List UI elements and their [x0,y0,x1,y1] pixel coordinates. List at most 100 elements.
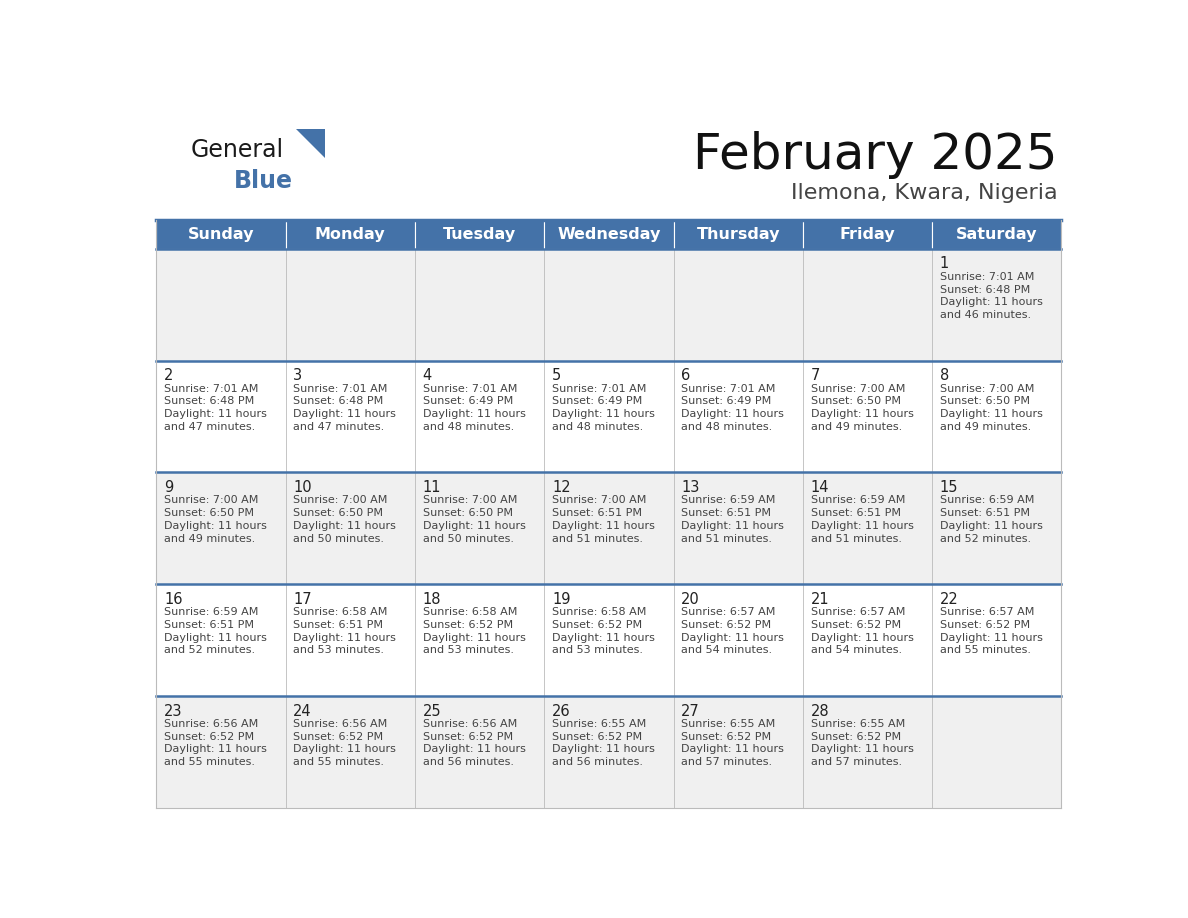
Text: Sunrise: 6:56 AM: Sunrise: 6:56 AM [423,719,517,729]
Text: 16: 16 [164,592,183,607]
Text: Daylight: 11 hours: Daylight: 11 hours [164,744,267,755]
Text: Daylight: 11 hours: Daylight: 11 hours [940,521,1043,531]
Text: Sunrise: 6:58 AM: Sunrise: 6:58 AM [423,608,517,617]
Text: 9: 9 [164,480,173,495]
Text: 10: 10 [293,480,312,495]
Text: and 50 minutes.: and 50 minutes. [423,533,513,543]
Text: and 46 minutes.: and 46 minutes. [940,310,1031,320]
Text: Sunrise: 7:01 AM: Sunrise: 7:01 AM [681,384,776,394]
Bar [157,249,1061,361]
Text: Sunset: 6:52 PM: Sunset: 6:52 PM [552,732,642,742]
Text: General: General [191,139,284,162]
Text: Sunset: 6:50 PM: Sunset: 6:50 PM [164,509,254,518]
Text: Sunrise: 7:01 AM: Sunrise: 7:01 AM [552,384,646,394]
Bar [674,219,803,249]
Text: 2: 2 [164,368,173,383]
Text: and 54 minutes.: and 54 minutes. [810,645,902,655]
Text: and 55 minutes.: and 55 minutes. [293,757,384,767]
Text: Sunset: 6:52 PM: Sunset: 6:52 PM [810,732,901,742]
Bar [544,219,674,249]
Text: and 52 minutes.: and 52 minutes. [940,533,1031,543]
Text: Sunrise: 7:01 AM: Sunrise: 7:01 AM [293,384,387,394]
Text: Sunrise: 6:55 AM: Sunrise: 6:55 AM [810,719,905,729]
Bar [157,584,1061,696]
Text: Daylight: 11 hours: Daylight: 11 hours [940,297,1043,308]
Bar [157,361,1061,473]
Text: 28: 28 [810,704,829,719]
Text: Tuesday: Tuesday [443,227,516,241]
Text: Daylight: 11 hours: Daylight: 11 hours [164,633,267,643]
Text: Sunset: 6:52 PM: Sunset: 6:52 PM [293,732,384,742]
Text: and 50 minutes.: and 50 minutes. [293,533,384,543]
Text: Sunset: 6:52 PM: Sunset: 6:52 PM [552,620,642,630]
Text: Sunrise: 7:00 AM: Sunrise: 7:00 AM [940,384,1035,394]
Text: Daylight: 11 hours: Daylight: 11 hours [810,409,914,420]
Text: Wednesday: Wednesday [557,227,661,241]
Text: 25: 25 [423,704,441,719]
Text: Sunrise: 7:01 AM: Sunrise: 7:01 AM [164,384,258,394]
Text: Sunset: 6:51 PM: Sunset: 6:51 PM [164,620,254,630]
Bar [415,219,544,249]
Text: Sunrise: 6:55 AM: Sunrise: 6:55 AM [681,719,776,729]
Bar [157,219,285,249]
Text: Daylight: 11 hours: Daylight: 11 hours [552,744,655,755]
Text: 6: 6 [681,368,690,383]
Text: Sunset: 6:50 PM: Sunset: 6:50 PM [293,509,384,518]
Text: and 53 minutes.: and 53 minutes. [293,645,384,655]
Polygon shape [296,129,326,158]
Text: Sunset: 6:49 PM: Sunset: 6:49 PM [552,397,643,407]
Text: 8: 8 [940,368,949,383]
Text: 5: 5 [552,368,561,383]
Text: Daylight: 11 hours: Daylight: 11 hours [552,521,655,531]
Text: Daylight: 11 hours: Daylight: 11 hours [423,521,525,531]
Text: and 49 minutes.: and 49 minutes. [164,533,255,543]
Text: Sunrise: 6:55 AM: Sunrise: 6:55 AM [552,719,646,729]
Text: 11: 11 [423,480,441,495]
Text: and 57 minutes.: and 57 minutes. [810,757,902,767]
Text: 14: 14 [810,480,829,495]
Text: Sunrise: 6:56 AM: Sunrise: 6:56 AM [164,719,258,729]
Text: and 47 minutes.: and 47 minutes. [293,421,385,431]
Text: and 54 minutes.: and 54 minutes. [681,645,772,655]
Text: and 56 minutes.: and 56 minutes. [552,757,643,767]
Text: 27: 27 [681,704,700,719]
Text: 19: 19 [552,592,570,607]
Text: Sunrise: 7:00 AM: Sunrise: 7:00 AM [552,496,646,506]
Text: Sunset: 6:52 PM: Sunset: 6:52 PM [940,620,1030,630]
Text: 3: 3 [293,368,303,383]
Text: Daylight: 11 hours: Daylight: 11 hours [293,744,396,755]
Bar [157,473,1061,584]
Text: Daylight: 11 hours: Daylight: 11 hours [423,633,525,643]
Text: Sunrise: 7:00 AM: Sunrise: 7:00 AM [423,496,517,506]
Text: Sunrise: 7:01 AM: Sunrise: 7:01 AM [940,272,1035,282]
Text: Daylight: 11 hours: Daylight: 11 hours [681,521,784,531]
Text: Sunset: 6:51 PM: Sunset: 6:51 PM [293,620,384,630]
Text: 7: 7 [810,368,820,383]
Text: Daylight: 11 hours: Daylight: 11 hours [681,409,784,420]
Text: and 47 minutes.: and 47 minutes. [164,421,255,431]
Text: and 49 minutes.: and 49 minutes. [940,421,1031,431]
Text: Sunrise: 6:56 AM: Sunrise: 6:56 AM [293,719,387,729]
Text: Friday: Friday [840,227,896,241]
Text: Sunrise: 6:59 AM: Sunrise: 6:59 AM [681,496,776,506]
Text: Sunday: Sunday [188,227,254,241]
Text: and 53 minutes.: and 53 minutes. [552,645,643,655]
Text: Daylight: 11 hours: Daylight: 11 hours [423,409,525,420]
Text: Daylight: 11 hours: Daylight: 11 hours [940,633,1043,643]
Text: and 52 minutes.: and 52 minutes. [164,645,255,655]
Text: 22: 22 [940,592,959,607]
Text: Sunrise: 6:57 AM: Sunrise: 6:57 AM [810,608,905,617]
Text: Daylight: 11 hours: Daylight: 11 hours [810,633,914,643]
Bar [933,219,1061,249]
Text: Sunrise: 6:59 AM: Sunrise: 6:59 AM [940,496,1035,506]
Text: Monday: Monday [315,227,386,241]
Text: Sunrise: 6:57 AM: Sunrise: 6:57 AM [940,608,1035,617]
Text: Sunset: 6:49 PM: Sunset: 6:49 PM [681,397,771,407]
Text: and 48 minutes.: and 48 minutes. [681,421,772,431]
Text: 15: 15 [940,480,959,495]
Text: Sunrise: 6:58 AM: Sunrise: 6:58 AM [552,608,646,617]
Text: Blue: Blue [234,169,292,193]
Text: Sunset: 6:51 PM: Sunset: 6:51 PM [940,509,1030,518]
Text: Sunset: 6:52 PM: Sunset: 6:52 PM [164,732,254,742]
Text: 1: 1 [940,256,949,272]
